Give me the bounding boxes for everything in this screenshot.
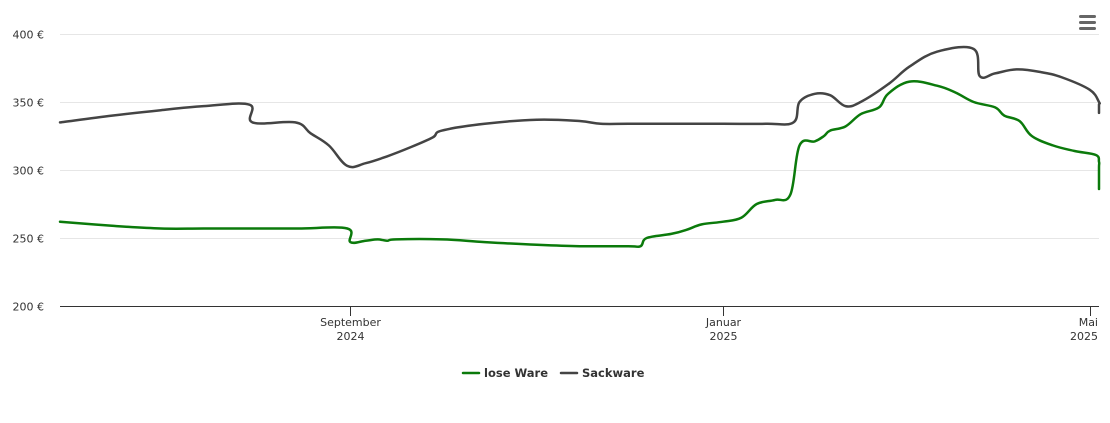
- menu-bar-1: [1079, 14, 1096, 18]
- legend-item[interactable]: Sackware: [559, 366, 645, 380]
- x-tick-label-month: Mai: [1079, 316, 1098, 329]
- menu-bar-2: [1079, 20, 1096, 24]
- y-tick-label: 350 €: [13, 97, 45, 110]
- legend-label: lose Ware: [484, 366, 548, 380]
- x-tick-label-year: 2024: [337, 330, 365, 343]
- legend-label: Sackware: [582, 366, 645, 380]
- y-tick-label: 200 €: [13, 301, 45, 314]
- grid-lines: [60, 34, 1099, 239]
- y-tick-label: 400 €: [13, 29, 45, 42]
- series-line-lose-ware: [58, 80, 1101, 249]
- series-line-sackware: [58, 45, 1101, 169]
- legend-item[interactable]: lose Ware: [461, 366, 548, 380]
- y-tick-label: 250 €: [13, 233, 45, 246]
- x-tick-label-year: 2025: [710, 330, 738, 343]
- y-tick-label: 300 €: [13, 165, 45, 178]
- series-lines: [58, 45, 1101, 249]
- x-tick-label-month: Januar: [705, 316, 742, 329]
- x-tick-label-year: 2025: [1070, 330, 1098, 343]
- legend[interactable]: lose Ware Sackware: [461, 366, 645, 380]
- menu-bar-3: [1079, 26, 1096, 30]
- x-tick-label-month: September: [320, 316, 381, 329]
- chart-menu-icon[interactable]: [1078, 12, 1098, 32]
